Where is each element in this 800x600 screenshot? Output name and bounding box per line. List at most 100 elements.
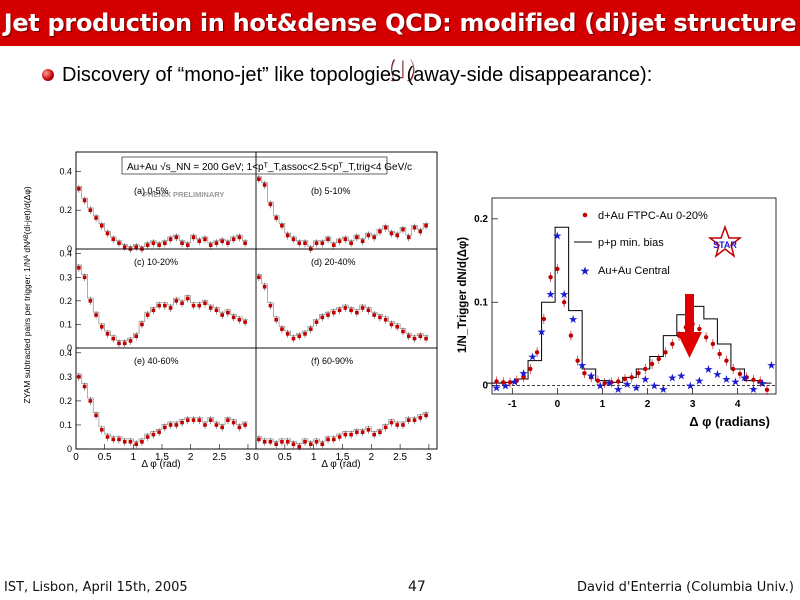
slide-title: Jet production in hot&dense QCD: modifie…	[0, 0, 800, 83]
data-point	[424, 223, 428, 228]
data-point	[280, 439, 284, 444]
y-tick-label: 0.1	[474, 297, 488, 308]
data-point	[332, 243, 336, 247]
auau-point: ★	[640, 374, 650, 386]
data-point	[151, 308, 156, 313]
dau-point	[643, 366, 648, 372]
data-point	[168, 423, 173, 427]
x-tick-label: 4	[735, 399, 741, 410]
panel-label: (e) 40-60%	[134, 356, 179, 366]
data-point	[82, 384, 87, 389]
data-point	[257, 437, 261, 442]
y-tick-label: 0	[67, 444, 72, 454]
left-y-title: ZYAM subtracted pairs per trigger: 1/Nᴬ …	[22, 186, 32, 404]
data-point	[191, 235, 196, 240]
data-point	[303, 241, 307, 245]
data-point	[395, 324, 400, 329]
data-point	[185, 418, 190, 422]
left-x-title-1: Δ φ (rad)	[141, 459, 180, 470]
x-tick-label: 1	[311, 452, 317, 463]
dau-point	[758, 379, 763, 384]
data-point	[191, 418, 196, 422]
x-tick-label: 0.5	[278, 452, 292, 463]
data-point	[82, 275, 87, 280]
auau-point: ★	[740, 372, 750, 384]
data-point	[191, 303, 196, 308]
dau-point	[656, 356, 661, 362]
x-tick-label: 1	[131, 452, 137, 463]
dau-point	[521, 375, 526, 380]
x-tick-label: 3	[245, 452, 251, 463]
dau-point	[514, 378, 519, 383]
data-point	[280, 327, 284, 331]
down-arrow-icon	[677, 332, 702, 358]
data-point	[360, 306, 365, 310]
auau-point: ★	[604, 377, 614, 389]
data-point	[180, 420, 184, 425]
data-point	[94, 313, 98, 317]
data-point	[99, 427, 104, 432]
data-point	[297, 241, 302, 245]
data-point	[418, 229, 423, 234]
y-tick-label: 0.4	[59, 166, 72, 176]
right-x-title: Δ φ (radians)	[689, 414, 770, 429]
data-point	[163, 241, 167, 245]
data-point	[285, 332, 290, 336]
y-tick-label: 0	[67, 244, 72, 254]
data-point	[383, 225, 388, 230]
data-point	[274, 216, 278, 220]
data-point	[285, 233, 290, 238]
dau-point	[724, 358, 729, 363]
data-point	[174, 299, 179, 303]
y-tick-label: 0.2	[59, 296, 72, 306]
auau-point: ★	[730, 376, 740, 388]
data-point	[406, 235, 411, 240]
data-point	[424, 413, 428, 418]
data-point	[378, 430, 382, 434]
y-tick-label: 0.4	[59, 348, 72, 358]
data-point	[111, 336, 116, 341]
data-point	[257, 275, 261, 280]
x-tick-label: 2	[369, 452, 375, 463]
data-point	[349, 308, 353, 313]
bullet-text: Discovery of “mono-jet” like topologies …	[62, 64, 653, 86]
data-point	[226, 241, 230, 245]
left-x-title-2: Δ φ (rad)	[321, 459, 360, 470]
data-point	[145, 435, 150, 439]
data-point	[332, 437, 336, 442]
x-tick-label: 2	[188, 452, 194, 463]
reference-histogram	[256, 412, 429, 445]
auau-point: ★	[546, 289, 556, 301]
data-point	[180, 301, 184, 306]
auau-point: ★	[519, 368, 529, 380]
data-point	[220, 313, 224, 317]
data-point	[105, 435, 110, 439]
right-plot-frame	[491, 197, 777, 395]
data-point	[418, 415, 423, 420]
data-point	[395, 423, 400, 427]
data-point	[197, 303, 202, 308]
data-point	[291, 336, 296, 341]
dau-point	[609, 380, 614, 385]
pp-histogram	[487, 226, 772, 384]
reference-histogram	[76, 186, 248, 247]
x-tick-label: 2.5	[212, 452, 226, 463]
data-point	[355, 235, 359, 240]
dau-point	[737, 371, 743, 377]
dau-point	[636, 370, 641, 376]
dau-point	[534, 350, 540, 355]
dau-point	[697, 326, 702, 332]
data-point	[262, 183, 267, 187]
x-tick-label: 0	[555, 399, 561, 410]
data-point	[280, 223, 284, 228]
data-point	[237, 235, 242, 240]
dau-point	[561, 300, 567, 305]
data-point	[262, 439, 267, 444]
auau-point: ★	[613, 384, 623, 396]
auau-point: ★	[568, 314, 578, 326]
data-point	[214, 241, 219, 245]
auau-point: ★	[712, 369, 722, 381]
data-point	[208, 306, 213, 310]
data-point	[268, 303, 273, 308]
dau-point	[528, 366, 533, 372]
